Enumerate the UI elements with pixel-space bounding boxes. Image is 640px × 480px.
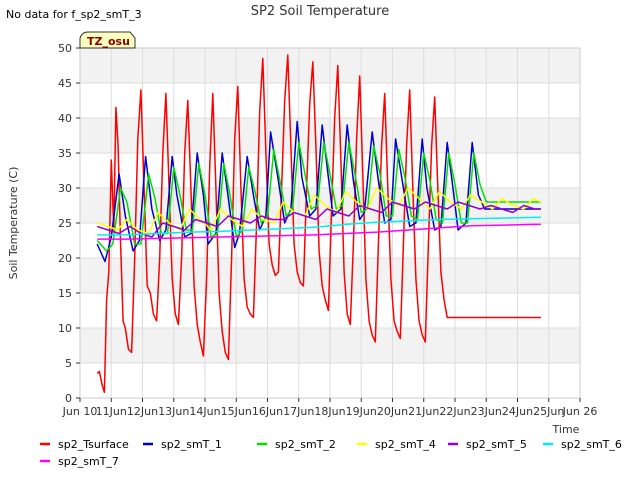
y-tick-label: 0: [65, 392, 72, 405]
x-tick-label: 19Jun: [346, 405, 377, 418]
legend-label: sp2_smT_5: [466, 438, 527, 451]
x-tick-label: 17Jun: [283, 405, 314, 418]
legend-label: sp2_smT_1: [161, 438, 222, 451]
y-tick-label: 40: [58, 112, 72, 125]
series-layer: [96, 54, 542, 394]
y-tick-label: 20: [58, 252, 72, 265]
legend-label: sp2_smT_4: [375, 438, 436, 451]
x-tick-label: 16Jun: [252, 405, 283, 418]
x-tick-label: Jun 26: [562, 405, 598, 418]
x-tick-label: 11Jun: [96, 405, 127, 418]
legend-label: sp2_smT_2: [275, 438, 336, 451]
tz-badge: TZ_osu: [79, 31, 136, 49]
series-line-sp2-smt-7: [97, 223, 541, 240]
x-axis-label: Time: [552, 423, 580, 436]
x-tick-label: 12Jun: [127, 405, 158, 418]
x-tick-label: 22Jun: [439, 405, 470, 418]
x-tick-label: 21Jun: [408, 405, 439, 418]
x-tick-label: 14Jun: [189, 405, 220, 418]
legend-label: sp2_Tsurface: [58, 438, 129, 451]
x-tick-label: 20Jun: [377, 405, 408, 418]
x-tick-label: 15Jun: [221, 405, 252, 418]
y-tick-label: 15: [58, 287, 72, 300]
x-tick-label: 23Jun: [471, 405, 502, 418]
x-tick-label: 25Jun: [533, 405, 564, 418]
series-line-sp2-smt-2: [96, 141, 541, 252]
y-tick-label: 45: [58, 77, 72, 90]
y-axis-label: Soil Temperature (C): [7, 167, 20, 280]
chart-title: SP2 Soil Temperature: [251, 4, 389, 19]
legend-label: sp2_smT_7: [58, 455, 119, 468]
series-line-sp2-smt-4: [96, 187, 542, 235]
y-axis-ticks: 0 5 10 15 20 25 30 35 40 45 50: [58, 42, 80, 405]
legend-label: sp2_smT_6: [561, 438, 622, 451]
x-tick-label: 24Jun: [502, 405, 533, 418]
y-tick-label: 5: [65, 357, 72, 370]
series-line-sp2-tsurface: [96, 54, 541, 394]
tz-badge-shape: [79, 31, 136, 49]
x-tick-label: 18Jun: [314, 405, 345, 418]
y-tick-label: 35: [58, 147, 72, 160]
tz-badge-label: TZ_osu: [87, 35, 130, 48]
y-tick-label: 25: [58, 217, 72, 230]
legend: sp2_Tsurface sp2_smT_1 sp2_smT_2 sp2_smT_4 s…: [40, 438, 622, 468]
series-line-sp2-smt-1: [96, 120, 541, 263]
x-tick-label: Jun 10: [62, 405, 98, 418]
x-tick-label: 13Jun: [158, 405, 189, 418]
y-tick-label: 50: [58, 42, 72, 55]
no-data-note: No data for f_sp2_smT_3: [6, 8, 142, 21]
series-line-sp2-smt-6: [97, 216, 541, 236]
series-line-sp2-smt-5: [96, 201, 541, 238]
y-tick-label: 30: [58, 182, 72, 195]
y-tick-label: 10: [58, 322, 72, 335]
